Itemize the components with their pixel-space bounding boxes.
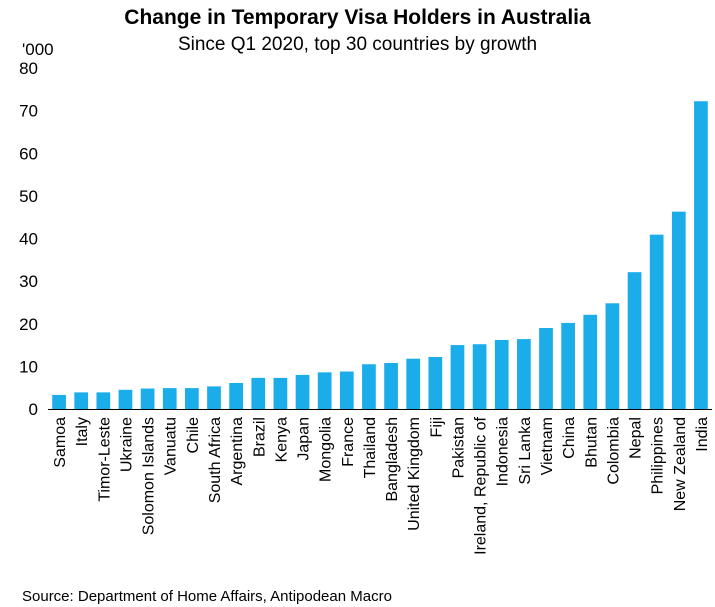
chart-title: Change in Temporary Visa Holders in Aust…: [124, 6, 591, 29]
x-tick-label: Ireland, Republic of: [473, 416, 490, 554]
x-tick-label: Indonesia: [495, 417, 512, 486]
y-tick-label: 20: [19, 315, 38, 334]
bar: [384, 362, 398, 409]
x-tick-label: Chile: [185, 417, 202, 454]
y-tick-label: 40: [19, 230, 38, 249]
x-tick-label: Pakistan: [450, 417, 467, 478]
y-tick-label: 10: [19, 357, 38, 376]
y-tick-label: 50: [19, 187, 38, 206]
x-tick-label: South Africa: [207, 417, 224, 503]
bar: [472, 344, 487, 409]
source-note: Source: Department of Home Affairs, Anti…: [22, 588, 392, 605]
x-axis: Samoa Italy Timor-Leste Ukraine Solomon Isla…: [48, 409, 712, 555]
y-tick-label: 0: [29, 400, 38, 419]
bar: [140, 388, 155, 409]
bar: [494, 339, 509, 409]
y-tick-label: 80: [19, 59, 38, 78]
x-tick-label: India: [694, 417, 711, 452]
x-tick-label: France: [340, 417, 357, 467]
bar: [362, 364, 376, 409]
bar: [649, 234, 664, 409]
bars: [52, 101, 708, 409]
y-tick-label: 30: [19, 272, 38, 291]
bar: [229, 382, 243, 409]
y-axis: 0 10 20 30 40 50 60 70 80: [19, 59, 38, 419]
bar: [339, 371, 354, 409]
x-tick-label: Bhutan: [583, 417, 600, 468]
bar: [74, 392, 89, 409]
x-tick-label: Japan: [296, 417, 313, 461]
bar: [118, 389, 133, 409]
bar: [185, 388, 199, 409]
y-tick-label: 70: [19, 102, 38, 121]
bar: [561, 322, 575, 409]
bar: [207, 386, 221, 409]
x-tick-label: Ukraine: [118, 417, 135, 472]
bar: [605, 303, 620, 409]
chart-subtitle: Since Q1 2020, top 30 countries by growt…: [177, 34, 538, 55]
bar: [517, 339, 531, 409]
x-tick-label: Mongolia: [318, 417, 335, 482]
bar: [627, 272, 642, 409]
x-tick-label: Bangladesh: [384, 417, 401, 502]
bar: [251, 377, 266, 409]
x-tick-label: Nepal: [628, 417, 645, 459]
bar: [295, 374, 310, 409]
x-tick-label: Argentina: [229, 417, 246, 486]
bar: [671, 211, 686, 409]
x-tick-label: Vietnam: [539, 417, 556, 475]
x-tick-label: Thailand: [362, 417, 379, 478]
bar: [317, 372, 332, 409]
x-tick-label: Sri Lanka: [517, 417, 534, 485]
bar: [583, 314, 598, 409]
x-tick-label: China: [561, 417, 578, 459]
bar: [406, 358, 421, 409]
bar: [428, 356, 443, 409]
x-tick-label: Samoa: [52, 417, 69, 468]
bar: [450, 345, 465, 409]
bar: [694, 101, 708, 409]
bar: [273, 377, 288, 409]
bar: [539, 328, 553, 409]
x-tick-label: Kenya: [273, 417, 290, 462]
bar: [162, 388, 177, 409]
bar: [52, 394, 66, 409]
x-tick-label: New Zealand: [672, 417, 689, 511]
x-tick-label: Fiji: [428, 417, 445, 437]
bar: [96, 392, 111, 409]
x-tick-label: Brazil: [251, 417, 268, 457]
x-tick-label: Colombia: [605, 417, 622, 485]
x-tick-label: Philippines: [650, 417, 667, 494]
y-tick-label: 60: [19, 144, 38, 163]
x-tick-label: Italy: [74, 417, 91, 446]
x-tick-label: Timor-Leste: [96, 417, 113, 502]
x-tick-label: Solomon Islands: [141, 417, 158, 535]
y-axis-unit-label: '000: [22, 40, 54, 59]
x-tick-label: United Kingdom: [406, 417, 423, 531]
x-tick-label: Vanuatu: [163, 417, 180, 475]
